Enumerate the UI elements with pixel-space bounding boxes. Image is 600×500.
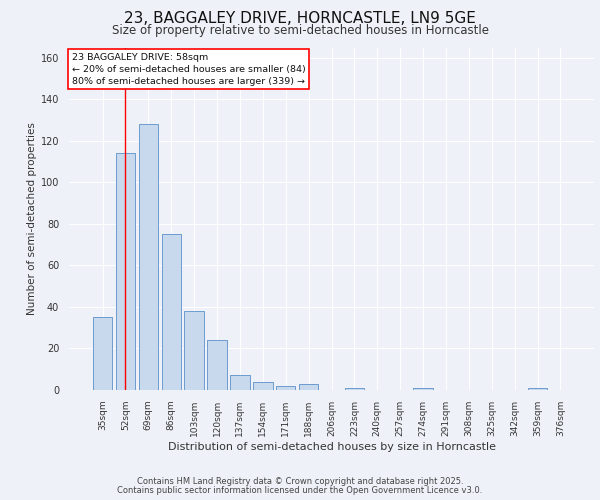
Bar <box>413 388 433 390</box>
Text: Size of property relative to semi-detached houses in Horncastle: Size of property relative to semi-detach… <box>112 24 488 37</box>
Bar <box>253 382 272 390</box>
Bar <box>208 340 227 390</box>
Text: 23 BAGGALEY DRIVE: 58sqm
← 20% of semi-detached houses are smaller (84)
80% of s: 23 BAGGALEY DRIVE: 58sqm ← 20% of semi-d… <box>71 52 305 86</box>
Text: Contains public sector information licensed under the Open Government Licence v3: Contains public sector information licen… <box>118 486 482 495</box>
Bar <box>528 388 547 390</box>
Bar <box>93 318 112 390</box>
Bar <box>184 311 204 390</box>
Bar <box>230 376 250 390</box>
Text: Contains HM Land Registry data © Crown copyright and database right 2025.: Contains HM Land Registry data © Crown c… <box>137 477 463 486</box>
X-axis label: Distribution of semi-detached houses by size in Horncastle: Distribution of semi-detached houses by … <box>167 442 496 452</box>
Y-axis label: Number of semi-detached properties: Number of semi-detached properties <box>26 122 37 315</box>
Bar <box>299 384 319 390</box>
Text: 23, BAGGALEY DRIVE, HORNCASTLE, LN9 5GE: 23, BAGGALEY DRIVE, HORNCASTLE, LN9 5GE <box>124 11 476 26</box>
Bar <box>161 234 181 390</box>
Bar <box>276 386 295 390</box>
Bar <box>344 388 364 390</box>
Bar <box>139 124 158 390</box>
Bar <box>116 154 135 390</box>
